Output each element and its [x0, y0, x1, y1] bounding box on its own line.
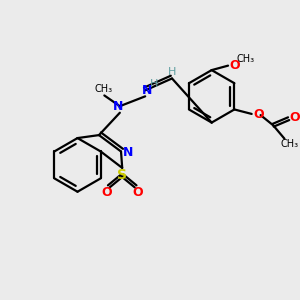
Text: O: O: [101, 186, 112, 199]
Text: O: O: [253, 108, 263, 121]
Text: O: O: [229, 58, 240, 71]
Text: N: N: [113, 100, 124, 113]
Text: CH₃: CH₃: [95, 84, 113, 94]
Text: N: N: [123, 146, 134, 160]
Text: S: S: [117, 168, 127, 182]
Text: H: H: [150, 79, 158, 89]
Text: N: N: [142, 84, 152, 97]
Text: O: O: [133, 186, 143, 199]
Text: CH₃: CH₃: [236, 54, 254, 64]
Text: O: O: [289, 111, 300, 124]
Text: H: H: [168, 67, 176, 77]
Text: CH₃: CH₃: [281, 139, 299, 149]
